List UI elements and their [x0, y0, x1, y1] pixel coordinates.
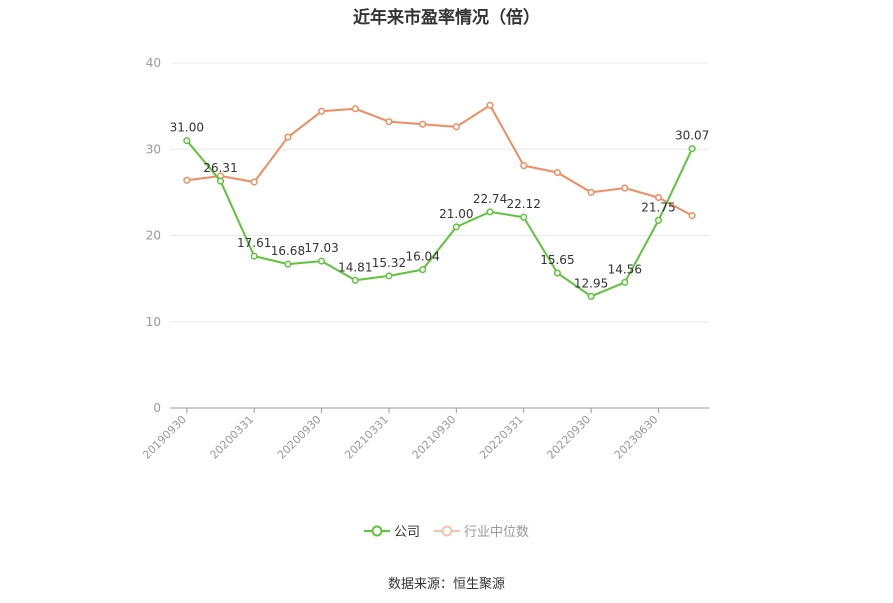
x-tick-label: 20190930	[140, 413, 189, 462]
data-point-industry-median	[486, 101, 494, 109]
data-point-company	[553, 269, 561, 277]
data-point-company	[385, 272, 393, 280]
legend: 公司 行业中位数	[0, 521, 893, 540]
data-label: 26.31	[203, 161, 237, 175]
data-point-company	[351, 276, 359, 284]
y-tick-label: 20	[146, 229, 161, 243]
y-tick-label: 30	[146, 142, 161, 156]
data-point-company	[452, 223, 460, 231]
y-tick-label: 40	[146, 56, 161, 70]
x-axis: 20190930 20200331 20200930 20210331 20210930…	[140, 407, 709, 462]
grid-lines	[170, 62, 709, 323]
data-label: 14.81	[338, 260, 372, 274]
data-point-industry-median	[553, 168, 561, 177]
data-point-company	[284, 260, 292, 268]
x-tick-label: 20230630	[612, 413, 661, 462]
x-tick-label: 20200930	[275, 413, 324, 462]
y-tick-label: 10	[146, 315, 161, 329]
chart-title: 近年来市盈率情况（倍）	[353, 8, 540, 28]
data-label: 21.00	[439, 207, 473, 221]
data-label: 21.75	[641, 200, 675, 214]
data-label: 22.12	[507, 197, 541, 211]
data-point-industry-median	[654, 194, 663, 202]
data-point-company	[183, 137, 191, 145]
data-label: 16.68	[271, 244, 305, 258]
legend-marker-company-icon	[363, 525, 390, 536]
data-point-company	[419, 266, 427, 274]
data-point-industry-median	[250, 178, 258, 186]
data-point-company	[250, 252, 258, 260]
data-label: 30.07	[675, 129, 709, 143]
x-tick-label: 20210331	[342, 413, 391, 462]
x-tick-label: 20220930	[544, 413, 593, 462]
series-layer	[183, 101, 696, 300]
legend-item-industry-median[interactable]: 行业中位数	[434, 521, 529, 540]
data-point-industry-median	[587, 188, 595, 196]
data-point-company	[621, 278, 629, 286]
legend-label-company: 公司	[393, 525, 420, 540]
data-label: 12.95	[574, 276, 608, 290]
x-tick-label: 20210930	[410, 413, 459, 462]
data-label: 31.00	[170, 121, 204, 135]
data-point-company	[318, 257, 326, 265]
data-point-industry-median	[183, 176, 191, 184]
data-point-company	[520, 213, 528, 221]
data-point-industry-median	[452, 123, 460, 131]
data-source: 数据来源：恒生聚源	[387, 577, 505, 592]
data-point-company	[486, 208, 494, 216]
series-line-industry-median	[186, 104, 693, 217]
data-label: 16.04	[405, 250, 439, 264]
data-point-industry-median	[419, 120, 427, 128]
data-label: 15.65	[540, 253, 574, 267]
data-point-company	[688, 145, 696, 153]
data-label: 22.74	[473, 192, 507, 206]
data-label: 14.56	[608, 262, 642, 276]
data-point-company	[654, 216, 663, 224]
data-point-industry-median	[351, 105, 359, 113]
data-point-industry-median	[385, 118, 393, 126]
legend-marker-industry-icon	[434, 525, 460, 536]
x-tick-label: 20200331	[208, 413, 257, 462]
y-axis-labels: 0 10 20 30 40	[146, 56, 161, 415]
legend-label-industry-median: 行业中位数	[464, 525, 530, 540]
data-point-industry-median	[520, 162, 528, 170]
data-point-company	[587, 292, 595, 300]
data-point-industry-median	[318, 107, 326, 115]
data-label: 17.61	[237, 236, 271, 250]
data-label: 15.32	[372, 256, 406, 270]
data-label: 17.03	[304, 241, 338, 255]
series-line-company	[186, 139, 694, 298]
data-point-company	[216, 177, 225, 185]
y-tick-label: 0	[153, 401, 161, 415]
data-point-industry-median	[284, 133, 292, 141]
x-tick-label: 20220331	[477, 413, 526, 462]
data-point-industry-median	[688, 212, 696, 220]
data-point-industry-median	[621, 184, 629, 192]
legend-item-company[interactable]: 公司	[363, 521, 420, 540]
